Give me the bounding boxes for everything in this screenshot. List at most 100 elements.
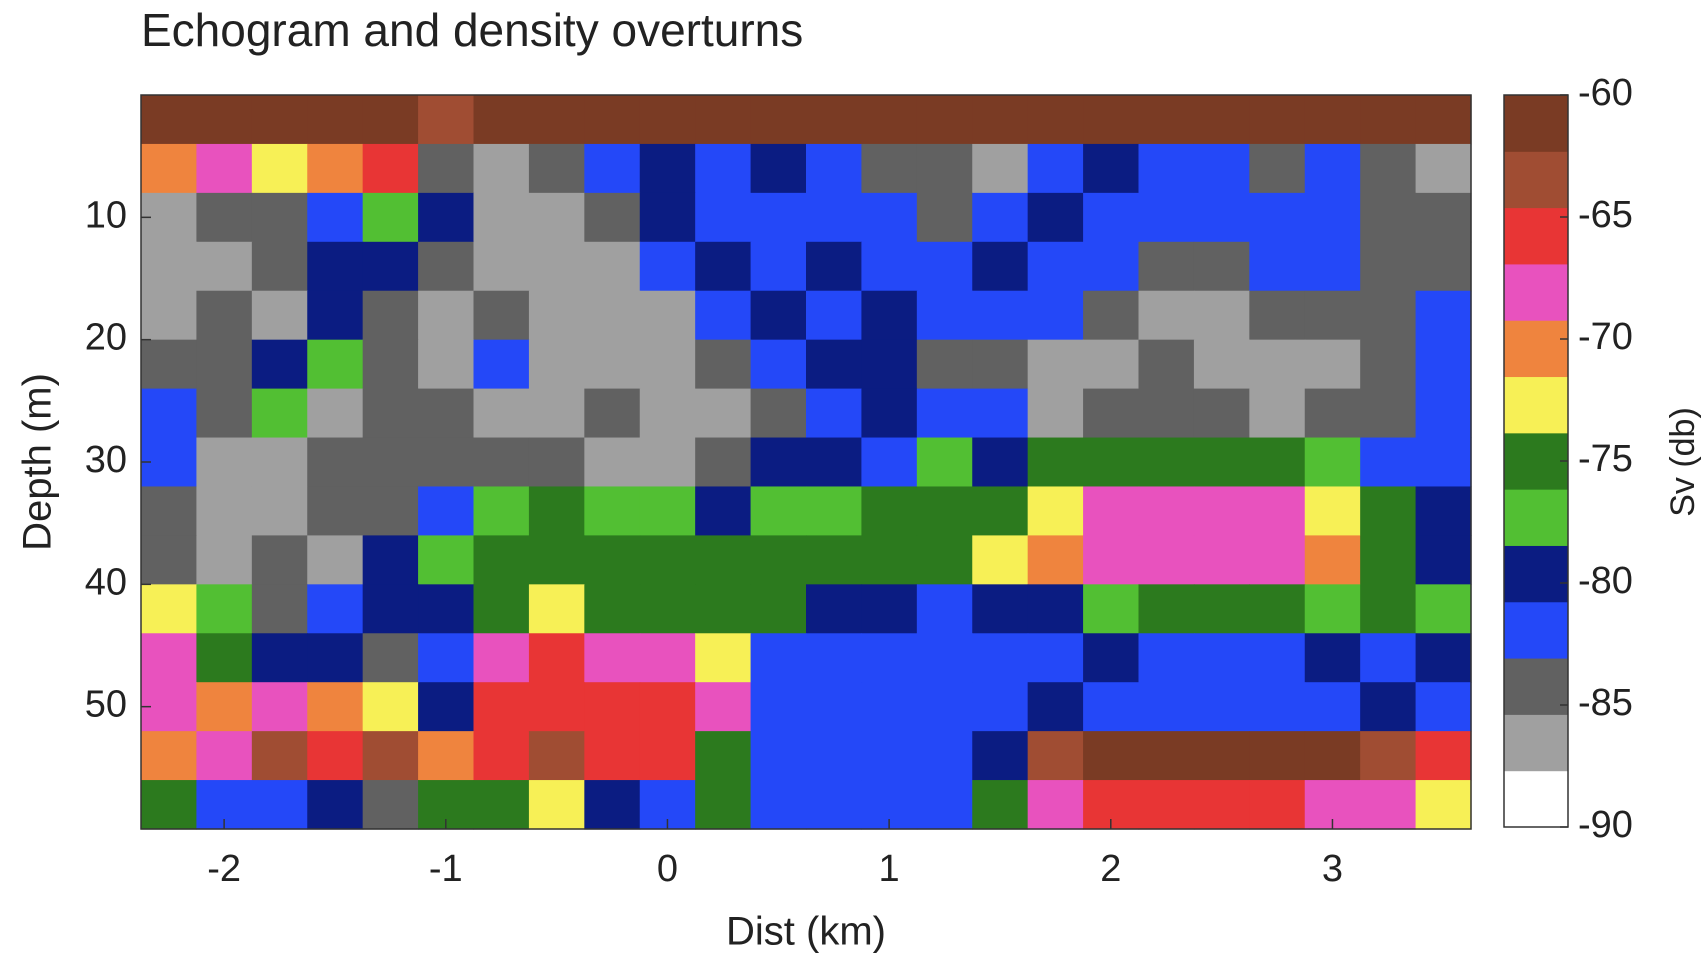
heatmap-cell <box>1027 192 1084 243</box>
heatmap-cell <box>251 535 308 585</box>
heatmap-cell <box>1360 682 1417 732</box>
x-tick-label: 1 <box>879 848 900 890</box>
heatmap-cell <box>861 535 918 585</box>
heatmap-cell <box>473 290 530 341</box>
heatmap-cell <box>584 192 641 243</box>
heatmap-cell <box>806 682 863 732</box>
heatmap-cell <box>307 780 364 830</box>
heatmap-cell <box>1193 290 1250 341</box>
heatmap-cell <box>750 241 807 292</box>
heatmap-cell <box>418 143 475 194</box>
heatmap-cell <box>1138 535 1195 585</box>
heatmap-cell <box>196 682 253 732</box>
y-axis-label: Depth (m) <box>16 373 60 551</box>
heatmap-cell <box>307 486 364 536</box>
heatmap-cell <box>806 584 863 634</box>
heatmap-cell <box>1083 241 1140 292</box>
heatmap-cell <box>141 731 198 781</box>
heatmap-cell <box>806 95 863 145</box>
heatmap-cell <box>418 584 475 634</box>
heatmap-cell <box>861 584 918 634</box>
heatmap-cell <box>141 339 198 390</box>
heatmap-cell <box>972 731 1029 781</box>
heatmap-cell <box>307 535 364 585</box>
heatmap-cell <box>196 143 253 194</box>
heatmap-cell <box>806 633 863 683</box>
heatmap-cell <box>584 584 641 634</box>
heatmap-cell <box>1193 731 1250 781</box>
heatmap-cell <box>916 95 973 145</box>
heatmap-cell <box>972 192 1029 243</box>
heatmap-cell <box>1415 584 1472 634</box>
heatmap-cell <box>639 192 696 243</box>
heatmap-cell <box>639 633 696 683</box>
heatmap-cell <box>1360 731 1417 781</box>
x-axis-label: Dist (km) <box>726 910 886 954</box>
heatmap-cell <box>307 339 364 390</box>
heatmap-cell <box>1415 339 1472 390</box>
heatmap-cell <box>806 241 863 292</box>
heatmap-cell <box>916 633 973 683</box>
heatmap-cell <box>916 388 973 439</box>
heatmap-cell <box>1415 437 1472 488</box>
heatmap-cell <box>861 339 918 390</box>
heatmap-cell <box>750 437 807 488</box>
chart-title: Echogram and density overturns <box>141 4 803 56</box>
heatmap-cell <box>916 780 973 830</box>
colorbar-swatch <box>1504 320 1568 378</box>
heatmap-cell <box>528 731 585 781</box>
heatmap-cell <box>1249 290 1306 341</box>
y-tick-label: 40 <box>85 561 127 603</box>
heatmap-cell <box>1138 95 1195 145</box>
heatmap-cell <box>806 339 863 390</box>
heatmap-cell <box>251 437 308 488</box>
heatmap-cell <box>141 290 198 341</box>
heatmap-cell <box>861 388 918 439</box>
heatmap-cell <box>584 486 641 536</box>
heatmap-cell <box>141 780 198 830</box>
heatmap-cell <box>1304 192 1361 243</box>
heatmap-cell <box>972 143 1029 194</box>
heatmap-cell <box>251 192 308 243</box>
heatmap-cell <box>251 731 308 781</box>
heatmap-cell <box>1304 241 1361 292</box>
y-tick-label: 30 <box>85 439 127 481</box>
heatmap-cell <box>806 437 863 488</box>
heatmap-cell <box>916 682 973 732</box>
heatmap-cell <box>1415 633 1472 683</box>
heatmap-cell <box>1138 290 1195 341</box>
heatmap-cell <box>1083 388 1140 439</box>
x-tick-label: 2 <box>1100 848 1121 890</box>
heatmap-cell <box>695 535 752 585</box>
heatmap-cell <box>473 682 530 732</box>
heatmap-cell <box>1193 95 1250 145</box>
heatmap-cell <box>1249 143 1306 194</box>
heatmap-cell <box>1415 95 1472 145</box>
heatmap-cell <box>1415 780 1472 830</box>
heatmap-cell <box>750 584 807 634</box>
heatmap-cell <box>1415 388 1472 439</box>
heatmap-cell <box>418 339 475 390</box>
colorbar-swatch <box>1504 263 1568 321</box>
heatmap-cell <box>750 290 807 341</box>
heatmap-cell <box>639 437 696 488</box>
heatmap-cell <box>307 241 364 292</box>
heatmap-cell <box>1360 780 1417 830</box>
heatmap-cell <box>1083 731 1140 781</box>
heatmap-cell <box>972 290 1029 341</box>
heatmap-cell <box>1138 437 1195 488</box>
heatmap-cell <box>418 437 475 488</box>
heatmap-cell <box>1027 143 1084 194</box>
heatmap-cell <box>418 731 475 781</box>
heatmap-cell <box>251 143 308 194</box>
heatmap-cell <box>307 437 364 488</box>
heatmap-cell <box>861 95 918 145</box>
heatmap-cell <box>1138 192 1195 243</box>
heatmap-cell <box>639 241 696 292</box>
heatmap-cell <box>1304 437 1361 488</box>
heatmap-cell <box>639 682 696 732</box>
heatmap-cell <box>861 731 918 781</box>
heatmap-cell <box>1083 339 1140 390</box>
heatmap-cell <box>1138 143 1195 194</box>
heatmap-cell <box>196 535 253 585</box>
